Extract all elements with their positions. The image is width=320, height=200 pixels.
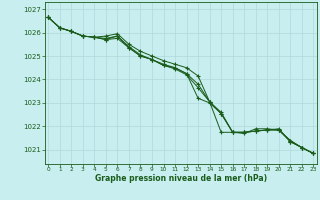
X-axis label: Graphe pression niveau de la mer (hPa): Graphe pression niveau de la mer (hPa)	[95, 174, 267, 183]
